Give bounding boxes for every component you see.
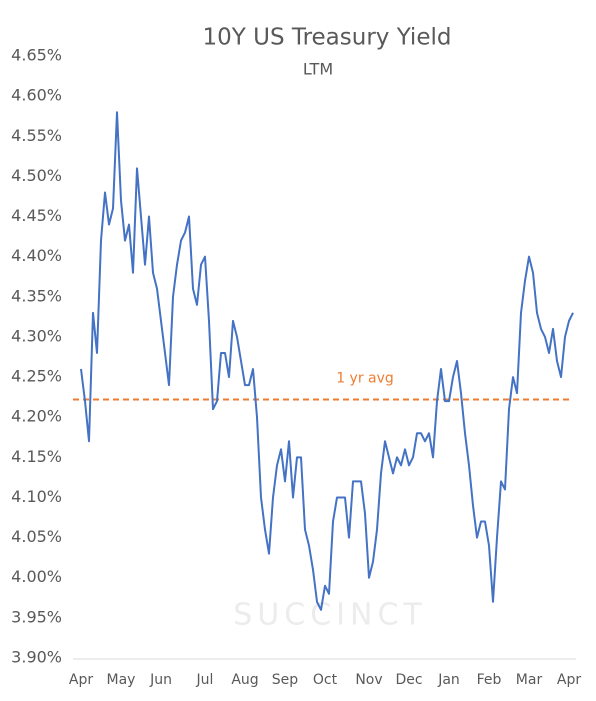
x-tick-label: Nov: [355, 672, 382, 688]
x-tick-label: Oct: [313, 672, 338, 688]
y-tick-label: 4.40%: [11, 246, 62, 265]
x-tick-label: Jun: [149, 672, 172, 688]
x-tick-label: Sep: [272, 672, 299, 688]
y-tick-label: 4.10%: [11, 487, 62, 506]
y-tick-label: 4.30%: [11, 326, 62, 345]
line-series: [80, 111, 574, 611]
x-tick-label: Feb: [477, 672, 502, 688]
x-tick-label: Dec: [395, 672, 422, 688]
y-tick-label: 4.15%: [11, 447, 62, 466]
x-tick-label: Apr: [69, 672, 93, 688]
y-tick-label: 4.45%: [11, 206, 62, 225]
y-tick-label: 4.65%: [11, 46, 62, 65]
average-label: 1 yr avg: [336, 371, 394, 387]
y-tick-label: 3.90%: [11, 648, 62, 667]
y-tick-label: 4.25%: [11, 367, 62, 386]
y-tick-label: 4.35%: [11, 286, 62, 305]
y-tick-label: 4.60%: [11, 86, 62, 105]
x-tick-label: May: [107, 672, 136, 688]
watermark: SUCCINCT: [233, 598, 426, 633]
x-tick-label: Aug: [231, 672, 258, 688]
y-tick-label: 3.95%: [11, 607, 62, 626]
chart-subtitle: LTM: [303, 60, 333, 79]
x-tick-label: Apr: [557, 672, 581, 688]
y-tick-label: 4.05%: [11, 527, 62, 546]
y-tick-label: 4.00%: [11, 567, 62, 586]
y-tick-label: 4.20%: [11, 407, 62, 426]
chart-title: 10Y US Treasury Yield: [203, 25, 452, 51]
y-tick-label: 4.55%: [11, 126, 62, 145]
x-tick-label: Jan: [437, 672, 460, 688]
y-tick-label: 4.50%: [11, 166, 62, 185]
x-tick-label: Mar: [516, 672, 543, 688]
x-tick-label: Jul: [196, 672, 214, 688]
